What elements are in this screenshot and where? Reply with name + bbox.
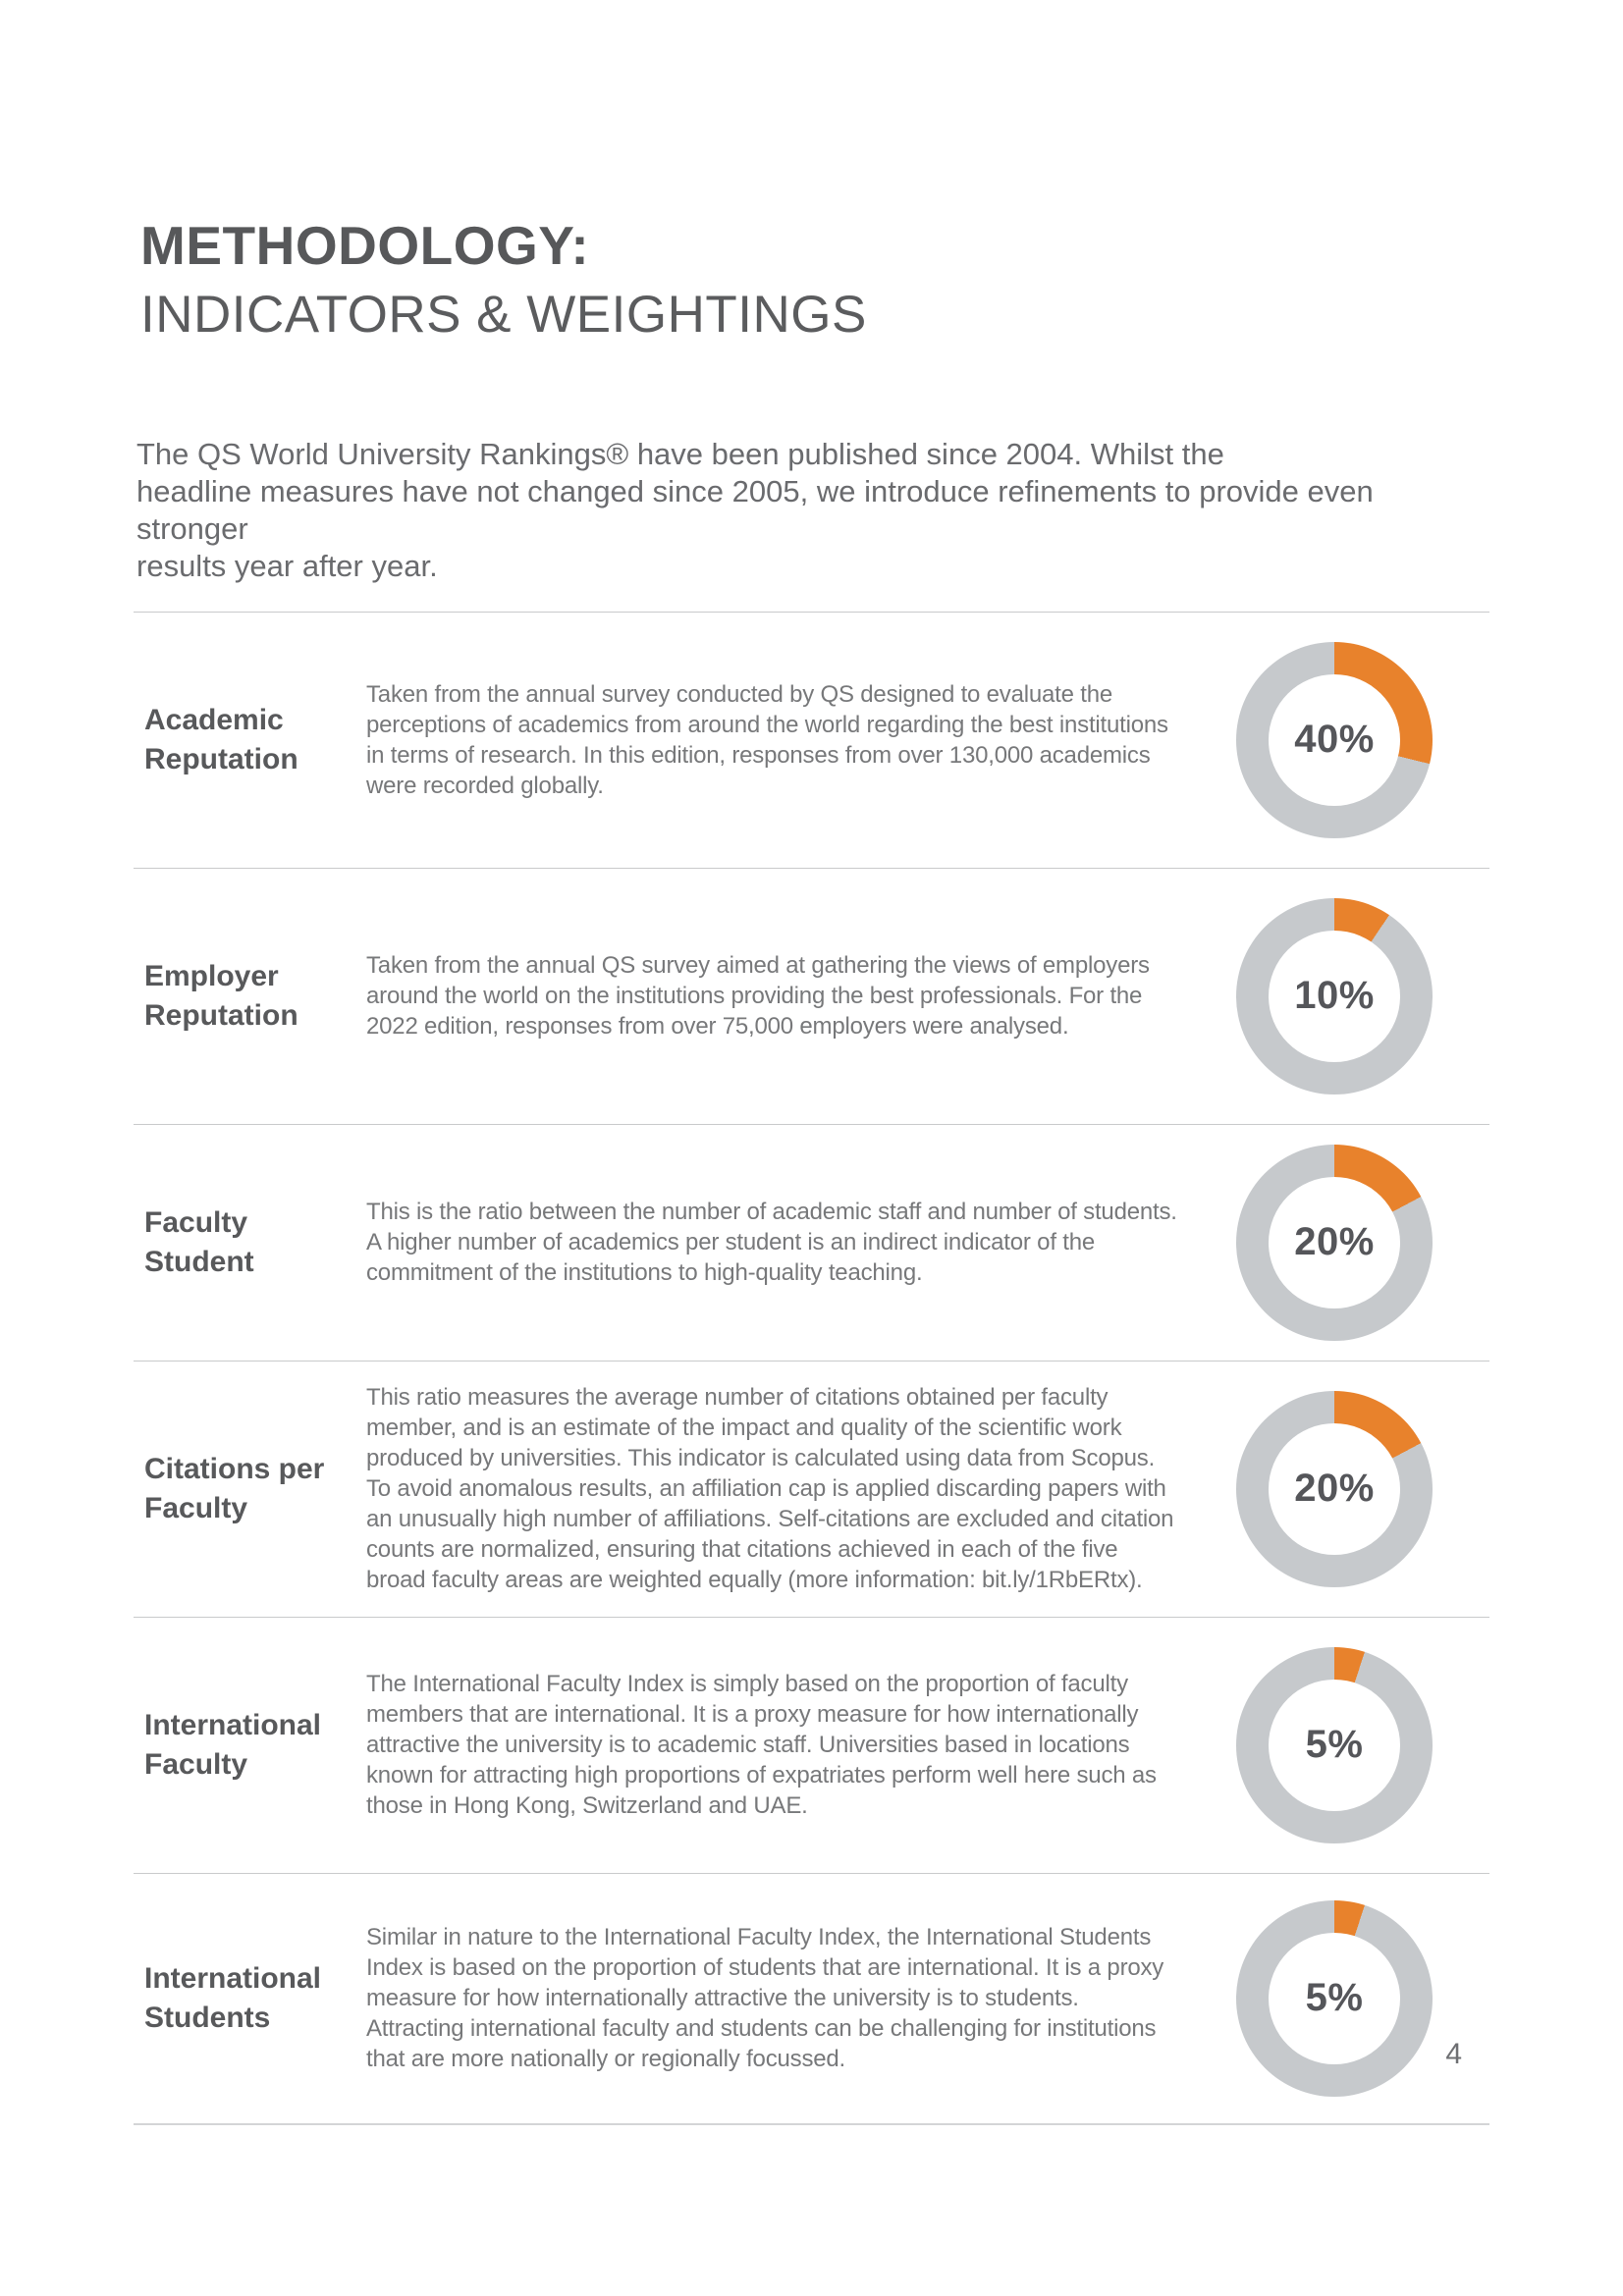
indicator-label-cell: International Students <box>134 1959 366 2038</box>
indicator-row-employer-reputation: Employer Reputation Taken from the annua… <box>134 867 1489 1124</box>
indicator-description: This is the ratio between the number of … <box>366 1199 1177 1287</box>
intro-line: headline measures have not changed since… <box>136 473 1374 546</box>
donut-chart-faculty-student: 20% <box>1236 1144 1433 1341</box>
weight-percent-label: 40% <box>1294 718 1375 762</box>
indicators-table: Academic Reputation Taken from the annua… <box>134 611 1489 2125</box>
indicator-label: Employer Reputation <box>144 959 298 1032</box>
donut-hole: 20% <box>1269 1422 1400 1555</box>
indicator-label: Citations per Faculty <box>144 1452 325 1524</box>
page-title: METHODOLOGY: INDICATORS & WEIGHTINGS <box>140 214 1489 346</box>
indicator-label: International Students <box>144 1961 322 2034</box>
indicator-row-international-students: International Students Similar in nature… <box>134 1872 1489 2123</box>
indicator-label-cell: Employer Reputation <box>134 957 366 1036</box>
indicator-weight-cell: 5% <box>1181 1899 1489 2097</box>
donut-hole: 20% <box>1269 1176 1400 1308</box>
indicator-description: Taken from the annual QS survey aimed at… <box>366 952 1150 1041</box>
indicator-description: The International Faculty Index is simpl… <box>366 1671 1157 1820</box>
intro-line: The QS World University Rankings® have b… <box>136 436 1224 471</box>
indicator-description: Similar in nature to the International F… <box>366 1924 1164 2073</box>
intro-line: results year after year. <box>136 548 438 583</box>
indicator-label-cell: International Faculty <box>134 1706 366 1785</box>
page-title-main: METHODOLOGY: <box>140 215 590 276</box>
intro-paragraph: The QS World University Rankings® have b… <box>136 436 1489 585</box>
indicator-weight-cell: 20% <box>1181 1144 1489 1341</box>
indicator-weight-cell: 40% <box>1181 641 1489 838</box>
page-content: METHODOLOGY: INDICATORS & WEIGHTINGS The… <box>134 0 1489 2125</box>
page-number: 4 <box>1445 2038 1462 2070</box>
indicator-label: Faculty Student <box>144 1205 254 1278</box>
donut-hole: 10% <box>1269 930 1400 1062</box>
indicator-label-cell: Citations per Faculty <box>134 1450 366 1528</box>
indicator-weight-cell: 20% <box>1181 1390 1489 1587</box>
donut-hole: 5% <box>1269 1932 1400 2064</box>
weight-percent-label: 5% <box>1305 1723 1364 1767</box>
indicator-description: This ratio measures the average number o… <box>366 1384 1174 1594</box>
indicator-row-academic-reputation: Academic Reputation Taken from the annua… <box>134 611 1489 868</box>
weight-percent-label: 20% <box>1294 1467 1375 1511</box>
indicator-label: Academic Reputation <box>144 703 298 775</box>
donut-chart-academic-reputation: 40% <box>1236 641 1433 838</box>
page-title-sub: INDICATORS & WEIGHTINGS <box>140 285 867 344</box>
donut-chart-international-students: 5% <box>1236 1899 1433 2097</box>
indicator-row-international-faculty: International Faculty The International … <box>134 1616 1489 1873</box>
indicator-row-faculty-student: Faculty Student This is the ratio betwee… <box>134 1123 1489 1361</box>
indicator-weight-cell: 5% <box>1181 1646 1489 1843</box>
indicator-label-cell: Faculty Student <box>134 1203 366 1282</box>
donut-chart-international-faculty: 5% <box>1236 1646 1433 1843</box>
indicator-description: Taken from the annual survey conducted b… <box>366 680 1168 799</box>
weight-percent-label: 20% <box>1294 1220 1375 1264</box>
donut-chart-employer-reputation: 10% <box>1236 897 1433 1095</box>
indicator-row-citations-per-faculty: Citations per Faculty This ratio measure… <box>134 1360 1489 1617</box>
indicator-label: International Faculty <box>144 1708 322 1781</box>
indicator-weight-cell: 10% <box>1181 897 1489 1095</box>
donut-hole: 5% <box>1269 1679 1400 1811</box>
donut-hole: 40% <box>1269 673 1400 806</box>
donut-chart-citations-per-faculty: 20% <box>1236 1390 1433 1587</box>
indicator-label-cell: Academic Reputation <box>134 701 366 779</box>
weight-percent-label: 5% <box>1305 1976 1364 2020</box>
weight-percent-label: 10% <box>1294 974 1375 1018</box>
